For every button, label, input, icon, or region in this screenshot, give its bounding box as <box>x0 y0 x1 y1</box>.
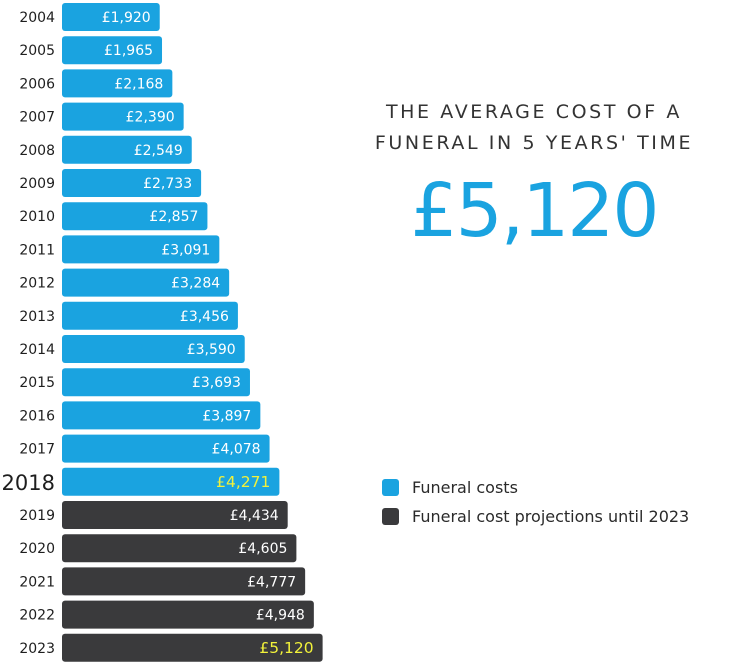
value-label-2004: £1,920 <box>102 10 151 26</box>
value-label-2008: £2,549 <box>134 143 183 159</box>
year-label-2014: 2014 <box>19 342 55 358</box>
year-label-2022: 2022 <box>19 608 55 624</box>
value-label-2009: £2,733 <box>143 176 192 192</box>
bar-2016 <box>62 401 261 430</box>
legend-swatch-actual <box>382 478 399 496</box>
chart-title: THE AVERAGE COST OF A FUNERAL IN 5 YEARS… <box>374 101 694 154</box>
value-label-2014: £3,590 <box>187 342 236 358</box>
bar-2004 <box>62 3 160 31</box>
bar-2019 <box>62 501 288 529</box>
year-label-2004: 2004 <box>19 10 55 26</box>
bar-2008 <box>62 135 192 164</box>
bar-2023 <box>62 633 323 662</box>
bar-2009 <box>62 169 202 197</box>
year-label-2005: 2005 <box>19 43 55 59</box>
bar-2015 <box>62 368 250 397</box>
value-label-2022: £4,948 <box>256 608 305 624</box>
year-label-2015: 2015 <box>19 375 55 391</box>
legend-label-projection: Funeral cost projections until 2023 <box>412 506 690 526</box>
bar-2007 <box>62 102 184 131</box>
bar-2020 <box>62 534 297 563</box>
bar-2010 <box>62 202 208 231</box>
bar-2014 <box>62 335 245 363</box>
year-label-2011: 2011 <box>19 242 55 258</box>
year-label-2020: 2020 <box>19 541 55 557</box>
value-label-2011: £3,091 <box>161 242 210 258</box>
value-label-2006: £2,168 <box>114 76 163 92</box>
year-label-2008: 2008 <box>19 143 55 159</box>
year-label-2009: 2009 <box>19 176 55 192</box>
bar-2011 <box>62 235 220 264</box>
year-label-2010: 2010 <box>19 209 55 225</box>
year-label-2016: 2016 <box>19 408 55 424</box>
value-label-2019: £4,434 <box>230 508 279 524</box>
year-label-2006: 2006 <box>19 76 55 92</box>
bar-2017 <box>62 434 270 463</box>
legend-label-actual: Funeral costs <box>412 477 518 497</box>
bar-2013 <box>62 301 238 330</box>
bar-2012 <box>62 268 230 297</box>
legend-item-funeral-costs: Funeral costs <box>382 476 689 498</box>
legend-item-projections: Funeral cost projections until 2023 <box>382 505 689 527</box>
value-label-2016: £3,897 <box>202 408 251 424</box>
value-label-2012: £3,284 <box>171 276 220 292</box>
value-label-2010: £2,857 <box>149 209 198 225</box>
value-label-2005: £1,965 <box>104 43 153 59</box>
value-label-2023: £5,120 <box>259 639 313 657</box>
bar-2021 <box>62 567 306 596</box>
year-label-2018: 2018 <box>2 471 55 495</box>
legend-swatch-projection <box>382 507 399 525</box>
legend: Funeral costs Funeral cost projections u… <box>382 476 689 534</box>
year-label-2021: 2021 <box>19 574 55 590</box>
value-label-2007: £2,390 <box>126 110 175 126</box>
year-label-2019: 2019 <box>19 508 55 524</box>
headline-value: £5,120 <box>410 168 660 254</box>
value-label-2013: £3,456 <box>180 309 229 325</box>
value-label-2018: £4,271 <box>216 473 270 491</box>
year-label-2023: 2023 <box>19 641 55 657</box>
value-label-2017: £4,078 <box>212 442 261 458</box>
year-label-2007: 2007 <box>19 110 55 126</box>
year-label-2012: 2012 <box>19 276 55 292</box>
value-label-2015: £3,693 <box>192 375 241 391</box>
year-label-2013: 2013 <box>19 309 55 325</box>
value-label-2021: £4,777 <box>247 574 296 590</box>
bar-2018 <box>62 467 280 496</box>
value-label-2020: £4,605 <box>238 541 287 557</box>
bar-2006 <box>62 69 173 98</box>
year-label-2017: 2017 <box>19 442 55 458</box>
bar-2005 <box>62 36 163 65</box>
bar-2022 <box>62 600 314 629</box>
